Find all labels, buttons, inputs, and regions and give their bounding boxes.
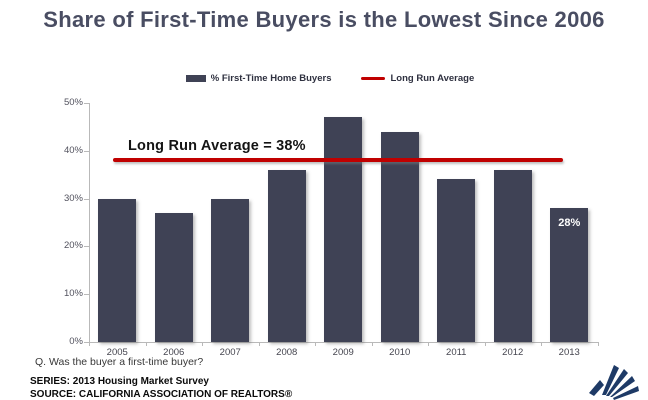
bar-2012 bbox=[493, 169, 532, 342]
bar-2011 bbox=[437, 179, 476, 342]
legend-item-bars: % First-Time Home Buyers bbox=[185, 73, 332, 84]
x-tick-mark bbox=[484, 342, 486, 346]
y-tick-label: 10% bbox=[63, 288, 83, 300]
x-tick-mark bbox=[597, 342, 599, 346]
x-axis-line bbox=[89, 342, 599, 343]
average-line-swatch-icon bbox=[361, 76, 386, 81]
x-tick-mark bbox=[89, 342, 90, 346]
y-tick-label: 50% bbox=[63, 97, 83, 108]
y-tick-mark bbox=[84, 294, 89, 296]
y-tick-mark bbox=[84, 246, 89, 248]
x-axis-label-2013: 2013 bbox=[558, 347, 580, 358]
x-axis-label-2011: 2011 bbox=[446, 347, 467, 358]
bar-series-label: % First-Time Home Buyers bbox=[210, 73, 332, 84]
x-tick-mark bbox=[145, 342, 147, 346]
bar-2009 bbox=[324, 117, 363, 342]
long-run-average-annotation: Long Run Average = 38% bbox=[128, 138, 306, 154]
x-axis-label-2006: 2006 bbox=[163, 347, 185, 358]
x-axis-label-2008: 2008 bbox=[276, 347, 298, 358]
y-tick-mark bbox=[84, 150, 89, 152]
x-tick-mark bbox=[428, 342, 429, 346]
x-tick-mark bbox=[315, 342, 316, 346]
chart-legend: % First-Time Home Buyers Long Run Averag… bbox=[0, 73, 648, 84]
y-tick-label: 20% bbox=[63, 240, 83, 252]
x-tick-mark bbox=[258, 342, 260, 346]
bar-2005 bbox=[98, 198, 137, 342]
y-tick-mark bbox=[84, 198, 89, 200]
bar-2008 bbox=[267, 169, 306, 342]
long-run-average-line bbox=[113, 158, 563, 163]
y-tick-mark bbox=[84, 342, 89, 343]
x-axis-label-2005: 2005 bbox=[106, 347, 128, 358]
car-association-logo bbox=[589, 365, 639, 400]
legend-item-average-line: Long Run Average bbox=[361, 73, 474, 84]
x-axis-label-2012: 2012 bbox=[502, 347, 524, 358]
y-tick-label: 30% bbox=[63, 192, 83, 204]
x-tick-mark bbox=[371, 342, 373, 346]
average-line-label: Long Run Average bbox=[390, 73, 475, 84]
source-footnote: SOURCE: CALIFORNIA ASSOCIATION OF REALTO… bbox=[30, 389, 293, 400]
bar-value-label-2013: 28% bbox=[558, 217, 581, 230]
x-tick-mark bbox=[541, 342, 542, 346]
y-tick-label: 40% bbox=[63, 144, 83, 156]
bar-2007 bbox=[211, 198, 250, 342]
bar-2010 bbox=[380, 131, 419, 342]
survey-question-footnote: Q. Was the buyer a first-time buyer? bbox=[35, 356, 204, 368]
bar-2013 bbox=[550, 208, 589, 342]
x-tick-mark bbox=[202, 342, 203, 346]
bar-series-swatch-icon bbox=[185, 75, 206, 82]
x-axis-label-2009: 2009 bbox=[332, 347, 354, 358]
series-footnote: SERIES: 2013 Housing Market Survey bbox=[30, 376, 209, 387]
y-tick-mark bbox=[84, 103, 89, 104]
bar-2006 bbox=[154, 212, 193, 342]
x-axis-label-2007: 2007 bbox=[219, 347, 241, 358]
y-axis-line bbox=[89, 103, 90, 342]
x-axis-label-2010: 2010 bbox=[389, 347, 411, 358]
page-title: Share of First-Time Buyers is the Lowest… bbox=[43, 7, 605, 32]
y-tick-label: 0% bbox=[69, 336, 83, 347]
